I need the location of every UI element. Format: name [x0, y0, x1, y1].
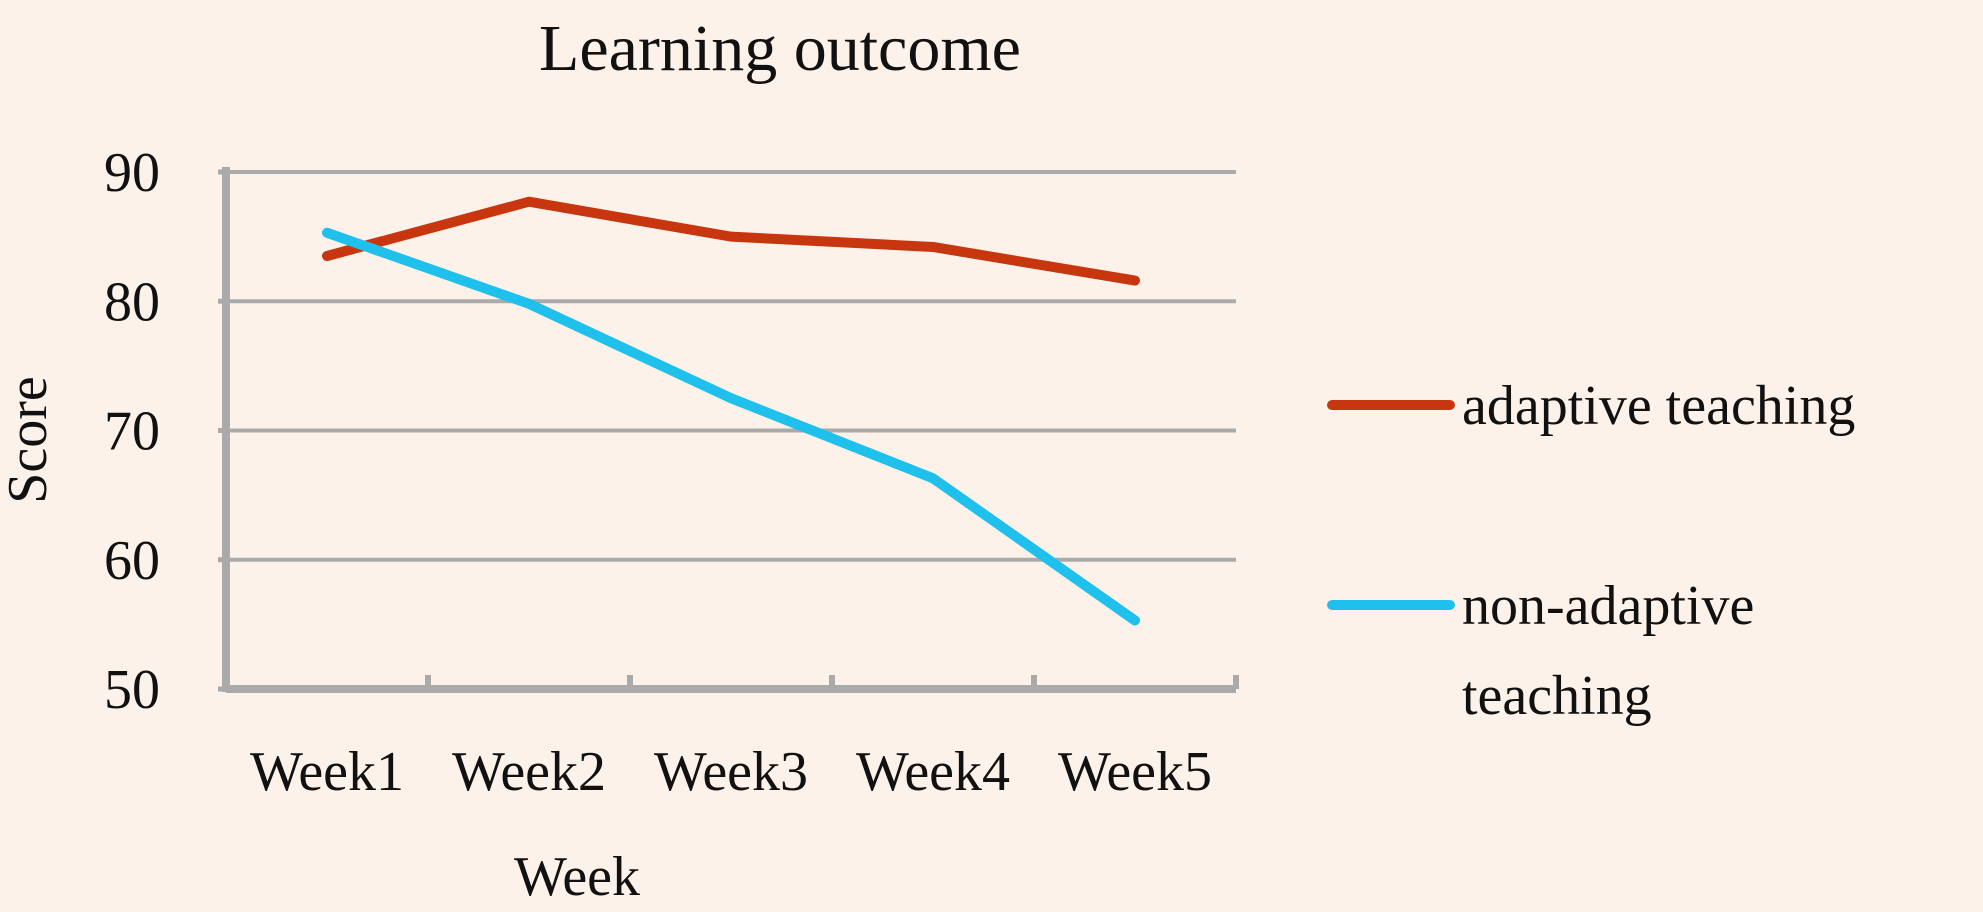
y-tick-label-80: 80: [104, 271, 160, 333]
series-line-2: [322, 227, 1140, 626]
y-axis-ticks: 50 60 70 80 90: [104, 142, 226, 721]
y-tick-label-90: 90: [104, 142, 160, 204]
y-tick-label-50: 50: [104, 659, 160, 721]
y-axis-label: Score: [0, 376, 59, 504]
x-axis-ticks: Week1 Week2 Week3 Week4 Week5: [250, 675, 1239, 803]
legend-label-1-1: adaptive teaching: [1462, 375, 1855, 437]
series-line-1: [322, 196, 1140, 286]
legend-label-2-2: teaching: [1462, 665, 1652, 727]
gridlines: [226, 170, 1236, 562]
legend: adaptive teaching non-adaptive teaching: [1327, 375, 1855, 727]
x-tick-label-2: Week2: [452, 741, 606, 803]
chart-title: Learning outcome: [539, 12, 1021, 85]
x-tick-label-3: Week3: [654, 741, 808, 803]
x-tick-label-5: Week5: [1058, 741, 1212, 803]
y-tick-label-70: 70: [104, 401, 160, 463]
x-tick-label-4: Week4: [856, 741, 1010, 803]
y-tick-label-60: 60: [104, 530, 160, 592]
series-lines: [322, 196, 1140, 626]
legend-label-2-1: non-adaptive: [1462, 575, 1754, 637]
x-axis-label: Week: [514, 846, 640, 908]
x-tick-label-1: Week1: [250, 741, 404, 803]
